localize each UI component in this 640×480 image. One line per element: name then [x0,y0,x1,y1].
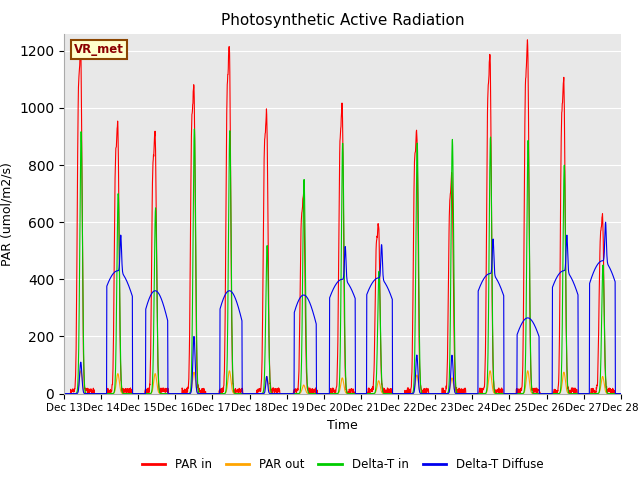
X-axis label: Time: Time [327,419,358,432]
Title: Photosynthetic Active Radiation: Photosynthetic Active Radiation [221,13,464,28]
Text: VR_met: VR_met [74,43,124,56]
Y-axis label: PAR (umol/m2/s): PAR (umol/m2/s) [1,162,13,265]
Legend: PAR in, PAR out, Delta-T in, Delta-T Diffuse: PAR in, PAR out, Delta-T in, Delta-T Dif… [137,454,548,476]
